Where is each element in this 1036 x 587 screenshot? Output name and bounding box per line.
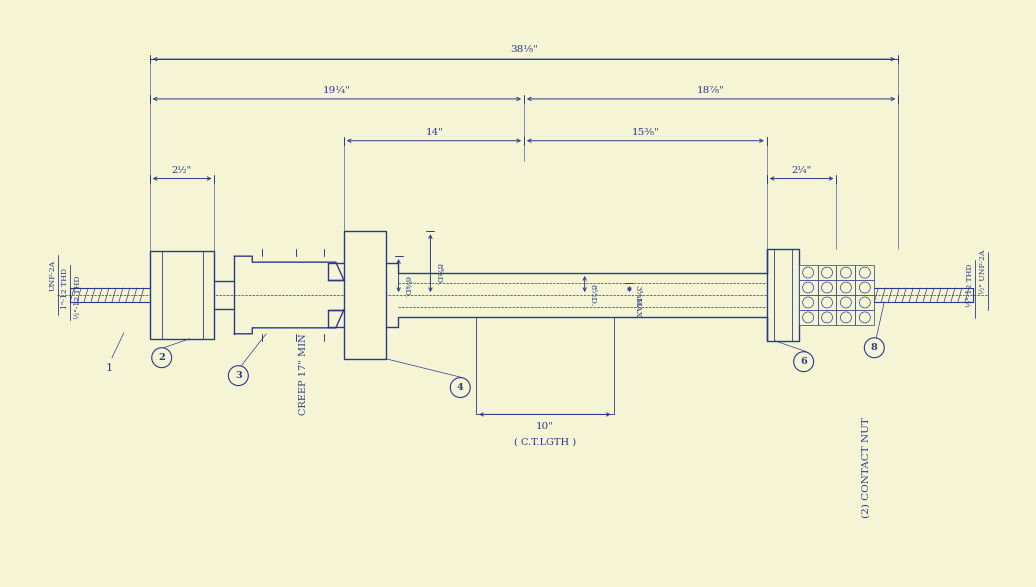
Text: ½" UNF-2A: ½" UNF-2A xyxy=(979,250,987,294)
Text: MAX: MAX xyxy=(633,297,641,318)
Bar xyxy=(856,280,874,295)
Text: 8¹⁄₂D.: 8¹⁄₂D. xyxy=(588,284,597,306)
Text: 4: 4 xyxy=(457,383,464,392)
Text: 18⁷⁄₈": 18⁷⁄₈" xyxy=(697,86,725,96)
Bar xyxy=(836,310,856,325)
Text: CREEP 17" MIN: CREEP 17" MIN xyxy=(298,334,308,416)
Bar xyxy=(856,265,874,280)
Text: 14": 14" xyxy=(426,129,443,137)
Text: ( C.T.LGTH ): ( C.T.LGTH ) xyxy=(514,438,576,447)
Text: 2¹⁄₄": 2¹⁄₄" xyxy=(792,166,812,175)
Text: ½"-12 THD: ½"-12 THD xyxy=(75,275,82,319)
Text: 1: 1 xyxy=(106,363,113,373)
Text: ½"-12 THD: ½"-12 THD xyxy=(966,264,974,307)
Text: (2) CONTACT NUT: (2) CONTACT NUT xyxy=(862,417,871,518)
Text: UNF-2A: UNF-2A xyxy=(49,259,56,291)
Bar xyxy=(799,280,817,295)
Bar xyxy=(836,295,856,310)
Bar xyxy=(856,295,874,310)
Bar xyxy=(344,231,385,359)
Bar xyxy=(836,280,856,295)
Text: 10": 10" xyxy=(536,422,554,431)
Text: 2¹⁄₂": 2¹⁄₂" xyxy=(172,166,192,175)
Text: 6¹⁄₄D.: 6¹⁄₄D. xyxy=(403,275,410,298)
Text: 1"-12 THD: 1"-12 THD xyxy=(61,268,69,309)
Bar xyxy=(817,265,836,280)
Bar xyxy=(150,251,214,339)
Text: 38¹⁄₈": 38¹⁄₈" xyxy=(510,45,538,53)
Bar xyxy=(817,310,836,325)
Text: 19¹⁄₄": 19¹⁄₄" xyxy=(323,86,351,96)
Bar xyxy=(817,295,836,310)
Text: 8⁸⁄₈D.: 8⁸⁄₈D. xyxy=(434,263,442,286)
Bar xyxy=(799,295,817,310)
Text: 8: 8 xyxy=(871,343,877,352)
Text: 15³⁄₈": 15³⁄₈" xyxy=(632,129,659,137)
Bar xyxy=(799,310,817,325)
Bar xyxy=(817,280,836,295)
Text: 3: 3 xyxy=(235,371,241,380)
Bar xyxy=(856,310,874,325)
Bar xyxy=(767,249,799,341)
Bar xyxy=(799,265,817,280)
Text: 3³⁄₄D.: 3³⁄₄D. xyxy=(633,285,641,308)
Text: 2: 2 xyxy=(159,353,165,362)
Bar xyxy=(836,265,856,280)
Text: 6: 6 xyxy=(800,357,807,366)
